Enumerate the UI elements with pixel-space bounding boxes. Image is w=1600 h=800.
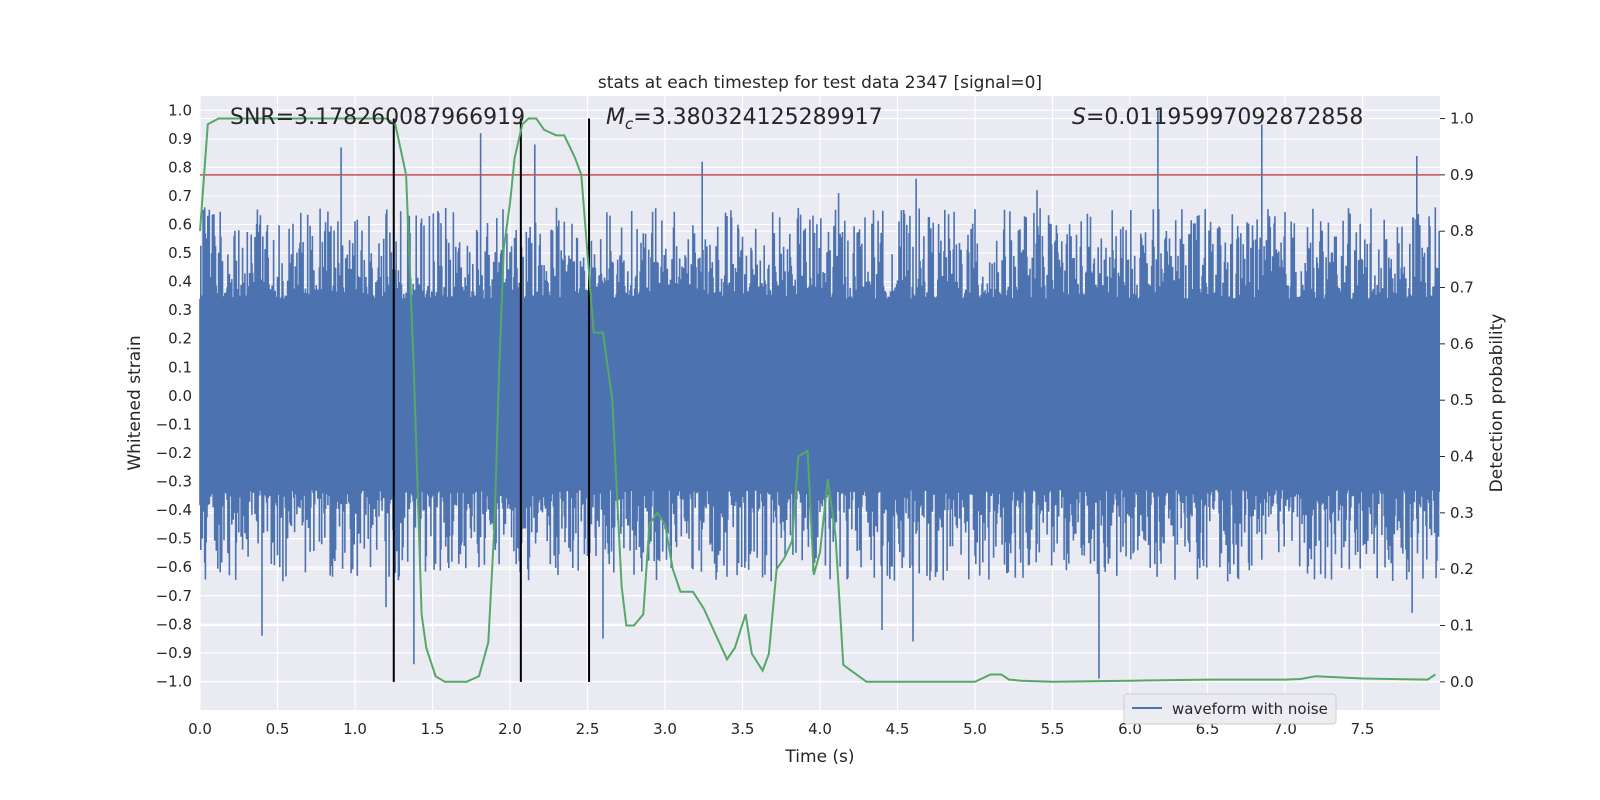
y-tick-label: −0.5 — [156, 530, 192, 548]
legend-box — [1123, 693, 1337, 725]
detection-probability-line — [199, 117, 1436, 683]
y2-tick-label: 0.1 — [1450, 617, 1474, 635]
chirp-mass-annotation: Mc=3.380324125289917 — [606, 105, 883, 133]
y-tick-label: 0.6 — [168, 216, 192, 234]
x-tick-label: 5.0 — [963, 720, 987, 738]
chirp-mass-subscript: c — [625, 115, 634, 133]
y2-tick-label: 0.9 — [1450, 166, 1474, 184]
s-annotation: S=0.011959970928728​58 — [1072, 105, 1363, 130]
x-tick-label: 4.0 — [808, 720, 832, 738]
x-tick-label: 5.5 — [1041, 720, 1065, 738]
y2-axis-label: Detection probability — [1487, 314, 1507, 493]
y-tick-label: −0.7 — [156, 587, 192, 605]
y-axis-label: Whitened strain — [125, 335, 145, 470]
y-tick-label: 0.0 — [168, 387, 192, 405]
x-tick-label: 0.0 — [188, 720, 212, 738]
strain-series — [199, 110, 1440, 679]
x-tick-label: 1.5 — [421, 720, 445, 738]
snr-annotation: SNR=3.178260087966919 — [230, 105, 525, 130]
chirp-mass-symbol: M — [606, 105, 625, 130]
y-tick-label: 0.4 — [168, 273, 192, 291]
y2-tick-label: 0.4 — [1450, 448, 1474, 466]
y-tick-label: 0.1 — [168, 358, 192, 376]
legend-label: waveform with noise — [1172, 700, 1328, 718]
x-tick-label: 1.0 — [343, 720, 367, 738]
y-tick-label: 0.3 — [168, 301, 192, 319]
s-value: =0.011959970928728​58 — [1086, 105, 1363, 130]
y-tick-label: 0.8 — [168, 158, 192, 176]
x-tick-label: 7.5 — [1351, 720, 1375, 738]
x-tick-label: 2.5 — [576, 720, 600, 738]
y2-tick-label: 0.7 — [1450, 279, 1474, 297]
y-tick-label: −0.1 — [156, 415, 192, 433]
strain-waveform — [199, 110, 1440, 679]
y-tick-label: −0.2 — [156, 444, 192, 462]
x-tick-label: 4.5 — [886, 720, 910, 738]
s-symbol: S — [1072, 105, 1086, 130]
legend: waveform with noise — [1123, 693, 1337, 725]
y2-tick-label: 0.5 — [1450, 391, 1474, 409]
y-tick-label: 1.0 — [168, 101, 192, 119]
y2-tick-label: 0.8 — [1450, 222, 1474, 240]
y-tick-label: −0.9 — [156, 644, 192, 662]
x-tick-label: 3.5 — [731, 720, 755, 738]
y-tick-label: 0.7 — [168, 187, 192, 205]
event-markers — [392, 118, 591, 682]
y2-tick-label: 1.0 — [1450, 110, 1474, 128]
y-tick-label: 0.9 — [168, 130, 192, 148]
y2-axis-ticks: 1.0 0.9 0.8 0.7 0.6 0.5 0.4 0.3 0.2 0.1 0.0 — [1440, 110, 1474, 691]
y-tick-label: 0.2 — [168, 330, 192, 348]
chirp-mass-value: =3.380324125289917 — [633, 105, 882, 130]
y2-tick-label: 0.2 — [1450, 560, 1474, 578]
x-tick-label: 0.5 — [266, 720, 290, 738]
y-tick-label: −0.4 — [156, 501, 192, 519]
y2-tick-label: 0.3 — [1450, 504, 1474, 522]
y-tick-label: 0.5 — [168, 244, 192, 262]
chart-title: stats at each timestep for test data 234… — [598, 73, 1042, 93]
x-axis-label: Time (s) — [784, 747, 854, 767]
y2-tick-label: 0.6 — [1450, 335, 1474, 353]
y-axis-ticks: 1.0 0.9 0.8 0.7 0.6 0.5 0.4 0.3 0.2 0.1 0.0 −0.1 −0.… — [156, 101, 192, 690]
y-tick-label: −1.0 — [156, 672, 192, 690]
y-tick-label: −0.3 — [156, 473, 192, 491]
x-tick-label: 2.0 — [498, 720, 522, 738]
y2-tick-label: 0.0 — [1450, 673, 1474, 691]
x-tick-label: 3.0 — [653, 720, 677, 738]
y-tick-label: −0.8 — [156, 615, 192, 633]
y-tick-label: −0.6 — [156, 558, 192, 576]
